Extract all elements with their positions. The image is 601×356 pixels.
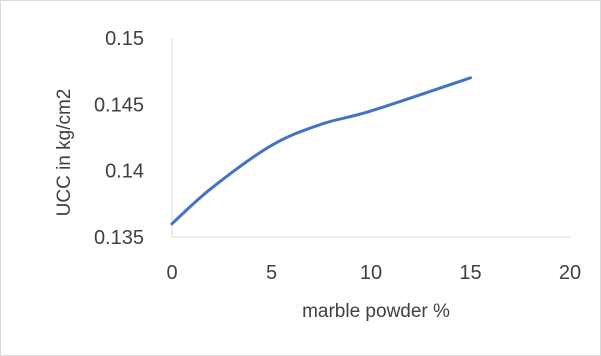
y-tick-label: 0.15 — [105, 28, 144, 50]
y-tick-label: 0.145 — [94, 94, 144, 116]
x-tick-label: 10 — [360, 262, 382, 284]
y-axis-title: UCC in kg/cm2 — [54, 89, 75, 217]
x-tick-label: 15 — [459, 262, 481, 284]
x-tick-label: 5 — [266, 262, 277, 284]
axes — [171, 38, 570, 238]
x-tick-label: 20 — [559, 262, 581, 284]
x-tick-label: 0 — [166, 262, 177, 284]
series-layer — [170, 76, 472, 226]
series-line — [170, 76, 472, 226]
x-axis-title: marble powder % — [302, 301, 450, 322]
y-tick-label: 0.135 — [94, 227, 144, 249]
y-tick-label: 0.14 — [105, 161, 144, 183]
tick-labels: 0 5 10 15 20 0.135 0.14 0.145 0.15 — [94, 28, 581, 284]
